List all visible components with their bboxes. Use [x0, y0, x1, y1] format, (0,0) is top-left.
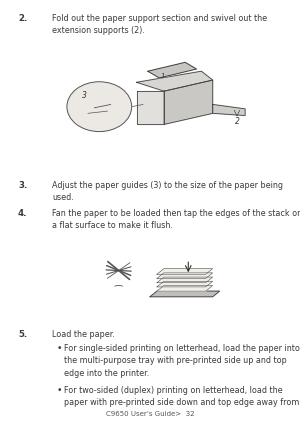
Text: 2: 2 [235, 117, 239, 126]
Text: 5.: 5. [18, 330, 27, 339]
Text: 1: 1 [160, 73, 165, 79]
Text: For two-sided (duplex) printing on letterhead, load the
paper with pre-printed s: For two-sided (duplex) printing on lette… [64, 386, 300, 407]
Polygon shape [157, 281, 213, 287]
Text: C9650 User’s Guide>  32: C9650 User’s Guide> 32 [106, 411, 194, 417]
Text: Fold out the paper support section and swivel out the
extension supports (2).: Fold out the paper support section and s… [52, 14, 268, 35]
Polygon shape [157, 269, 213, 274]
Text: Fan the paper to be loaded then tap the edges of the stack on
a flat surface to : Fan the paper to be loaded then tap the … [52, 209, 300, 230]
Text: For single-sided printing on letterhead, load the paper into
the multi-purpose t: For single-sided printing on letterhead,… [64, 344, 300, 377]
Text: 2.: 2. [18, 14, 27, 23]
Text: 3: 3 [82, 91, 87, 100]
Text: Load the paper.: Load the paper. [52, 330, 116, 339]
Polygon shape [148, 62, 196, 78]
Polygon shape [150, 291, 220, 297]
Polygon shape [213, 104, 245, 115]
Polygon shape [136, 71, 213, 91]
Text: •: • [57, 386, 62, 394]
Polygon shape [136, 91, 164, 124]
Text: 4.: 4. [18, 209, 28, 218]
Polygon shape [157, 277, 213, 283]
Polygon shape [157, 273, 213, 279]
Text: Adjust the paper guides (3) to the size of the paper being
used.: Adjust the paper guides (3) to the size … [52, 181, 284, 202]
Ellipse shape [67, 82, 132, 132]
Text: •: • [57, 344, 62, 353]
Polygon shape [164, 80, 213, 124]
Polygon shape [157, 285, 213, 291]
Text: 3.: 3. [18, 181, 27, 190]
